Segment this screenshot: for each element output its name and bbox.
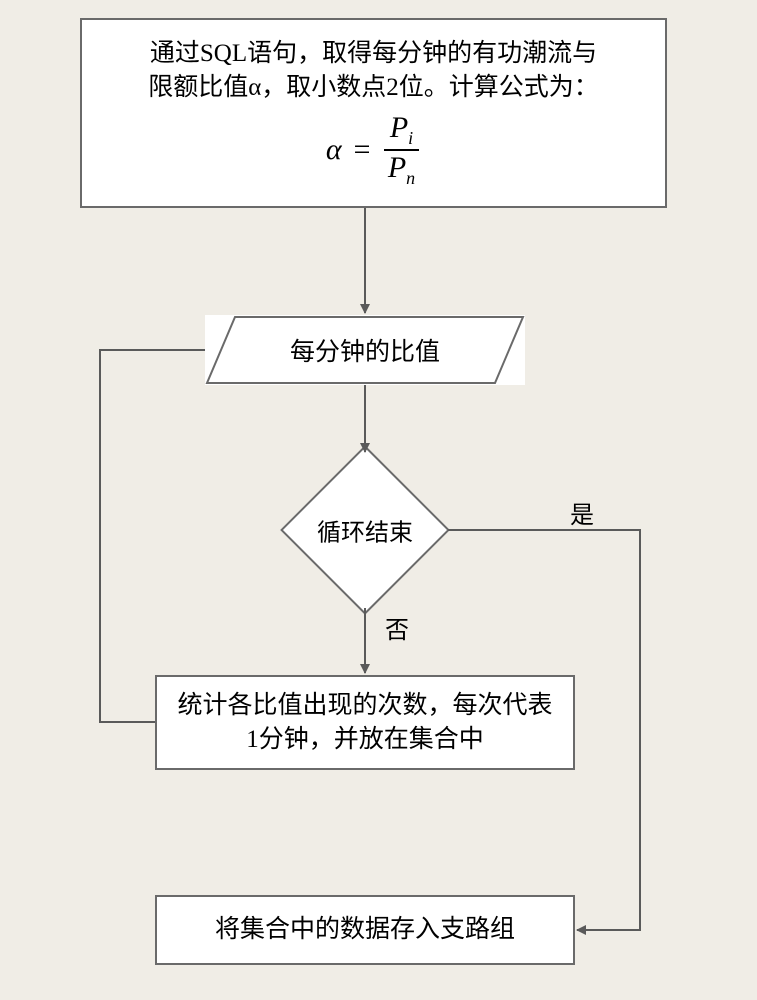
formula-den-sub: n	[406, 168, 415, 188]
formula-fraction: Pi Pn	[382, 111, 421, 189]
node-start-formula: α = Pi Pn	[326, 111, 421, 189]
node-decision: 循环结束	[305, 470, 425, 590]
node-data-text: 每分钟的比值	[290, 332, 440, 368]
label-no: 否	[385, 610, 409, 645]
node-start-line1: 通过SQL语句，取得每分钟的有功潮流与	[150, 37, 597, 71]
formula-eq: =	[352, 130, 372, 171]
node-store: 将集合中的数据存入支路组	[155, 895, 575, 965]
formula-num: P	[390, 111, 408, 144]
node-decision-text: 循环结束	[317, 513, 413, 548]
node-start-line2: 限额比值α，取小数点2位。计算公式为：	[148, 71, 599, 105]
flowchart-canvas: 通过SQL语句，取得每分钟的有功潮流与 限额比值α，取小数点2位。计算公式为： …	[0, 0, 757, 1000]
node-count: 统计各比值出现的次数，每次代表 1分钟，并放在集合中	[155, 675, 575, 770]
node-count-line1: 统计各比值出现的次数，每次代表	[177, 689, 552, 723]
node-count-line2: 1分钟，并放在集合中	[246, 723, 484, 757]
node-start: 通过SQL语句，取得每分钟的有功潮流与 限额比值α，取小数点2位。计算公式为： …	[80, 18, 667, 208]
node-store-text: 将集合中的数据存入支路组	[215, 913, 515, 947]
formula-num-sub: i	[408, 128, 413, 148]
formula-lhs: α	[326, 130, 342, 171]
node-data: 每分钟的比值	[205, 315, 525, 385]
formula-den: P	[388, 151, 406, 184]
label-yes: 是	[570, 495, 594, 530]
